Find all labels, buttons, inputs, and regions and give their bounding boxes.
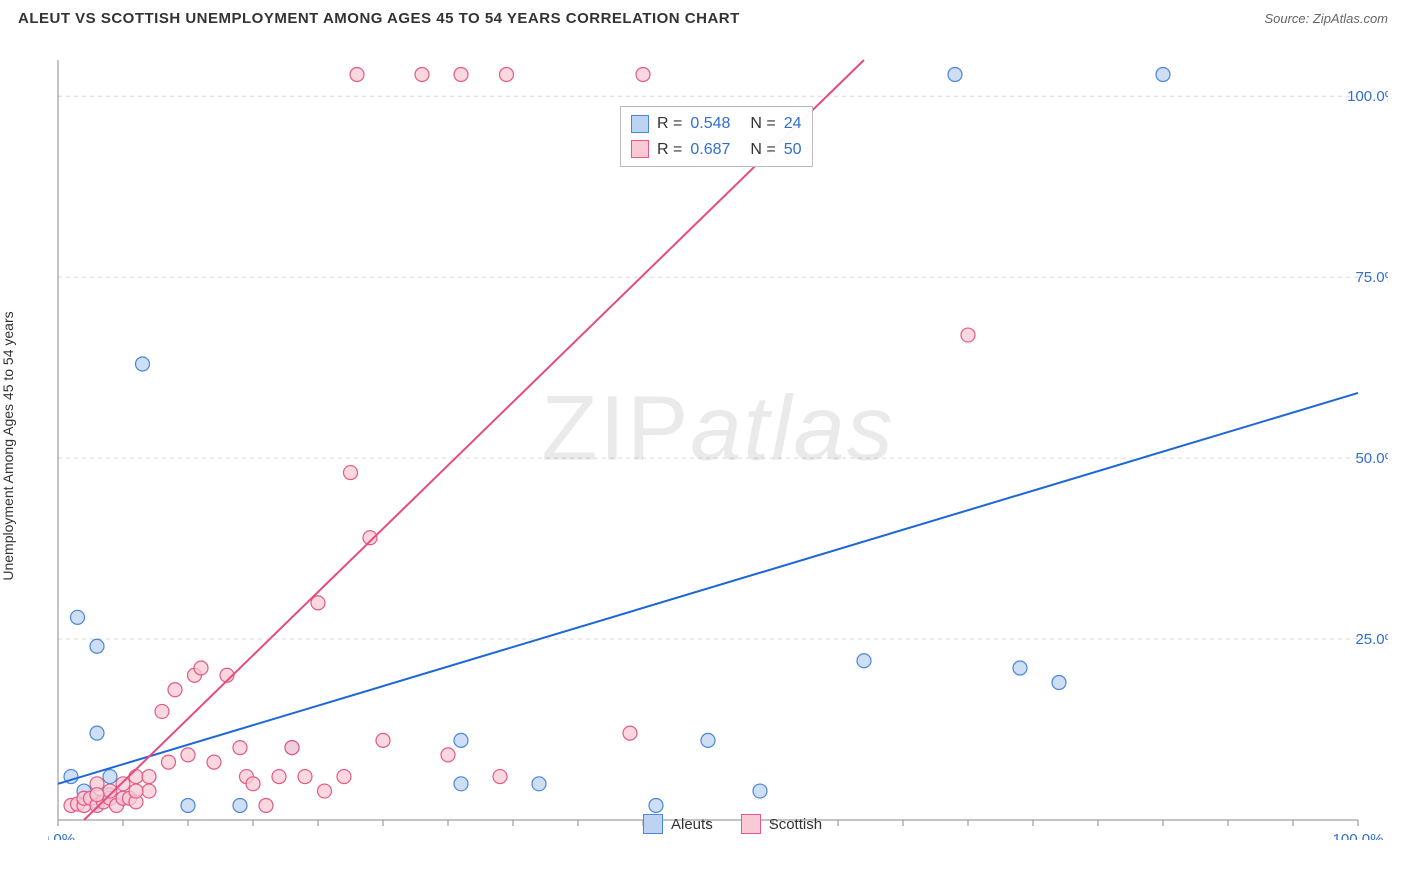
svg-text:100.0%: 100.0%	[1333, 831, 1384, 840]
legend-label-scottish: Scottish	[769, 816, 822, 833]
stats-row-aleuts: R = 0.548 N = 24	[631, 111, 802, 137]
legend: Aleuts Scottish	[643, 814, 822, 834]
stats-row-scottish: R = 0.687 N = 50	[631, 137, 802, 163]
plot-area: 25.0%50.0%75.0%100.0%0.0%100.0% ZIPatlas…	[48, 50, 1388, 840]
stats-n-scottish: 50	[784, 137, 802, 163]
stats-n-label: N =	[750, 111, 775, 137]
stats-r-aleuts: 0.548	[690, 111, 730, 137]
legend-swatch-scottish	[741, 814, 761, 834]
stats-n-aleuts: 24	[784, 111, 802, 137]
source-attribution: Source: ZipAtlas.com	[1264, 11, 1388, 26]
stats-n-label: N =	[750, 137, 775, 163]
stats-r-scottish: 0.687	[690, 137, 730, 163]
legend-item-scottish: Scottish	[741, 814, 822, 834]
svg-text:50.0%: 50.0%	[1355, 450, 1388, 467]
legend-item-aleuts: Aleuts	[643, 814, 713, 834]
scatter-plot-svg: 25.0% 50.0% 75.0% 100.0% 0.0% 100.0%	[48, 50, 1388, 840]
stats-r-label: R =	[657, 111, 682, 137]
chart-title: ALEUT VS SCOTTISH UNEMPLOYMENT AMONG AGE…	[18, 10, 740, 27]
legend-label-aleuts: Aleuts	[671, 816, 713, 833]
legend-swatch-aleuts	[643, 814, 663, 834]
stats-swatch-scottish	[631, 140, 649, 158]
stats-box: R = 0.548 N = 24 R = 0.687 N = 50	[620, 106, 813, 167]
svg-text:0.0%: 0.0%	[48, 831, 75, 840]
stats-swatch-aleuts	[631, 115, 649, 133]
stats-r-label: R =	[657, 137, 682, 163]
svg-text:75.0%: 75.0%	[1355, 269, 1388, 286]
svg-text:25.0%: 25.0%	[1355, 631, 1388, 648]
svg-text:100.0%: 100.0%	[1347, 88, 1388, 105]
